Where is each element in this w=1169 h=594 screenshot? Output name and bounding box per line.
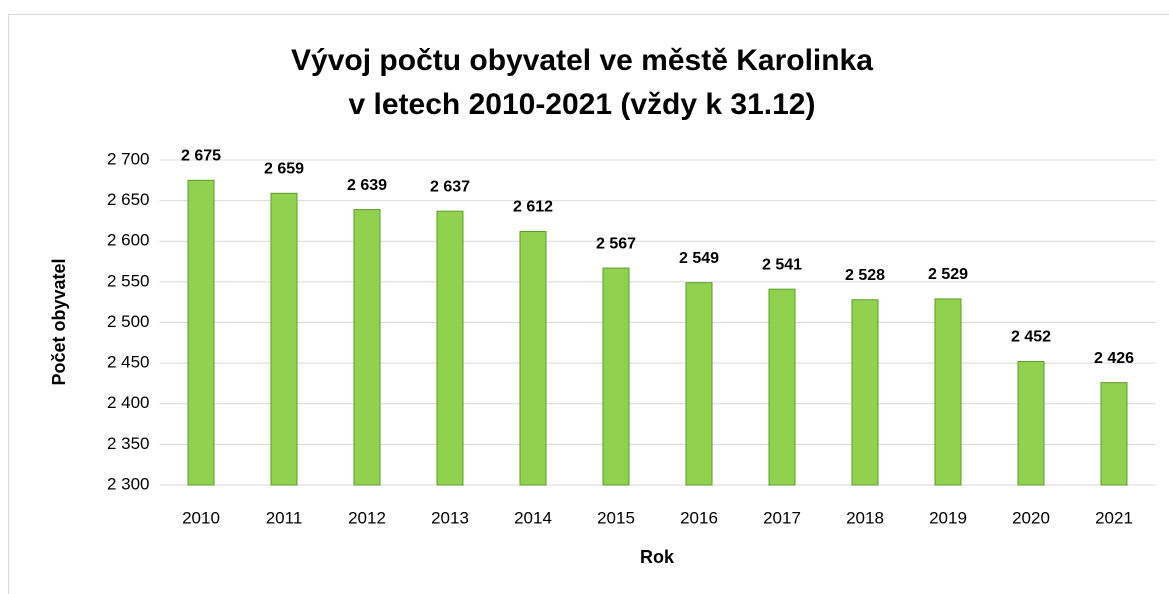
data-label: 2 541 bbox=[762, 256, 802, 273]
y-tick-label: 2 500 bbox=[107, 312, 150, 331]
x-tick-label: 2017 bbox=[763, 508, 801, 527]
data-label: 2 529 bbox=[928, 266, 968, 283]
data-label: 2 426 bbox=[1094, 350, 1134, 367]
x-tick-label: 2012 bbox=[348, 508, 386, 527]
y-tick-label: 2 450 bbox=[107, 353, 150, 372]
x-tick-label: 2010 bbox=[182, 508, 220, 527]
y-tick-label: 2 400 bbox=[107, 393, 150, 412]
y-tick-label: 2 600 bbox=[107, 231, 150, 250]
bar bbox=[436, 210, 464, 486]
data-label: 2 637 bbox=[430, 178, 470, 195]
data-label: 2 549 bbox=[679, 250, 719, 267]
x-tick-label: 2013 bbox=[431, 508, 469, 527]
bar bbox=[1100, 382, 1128, 486]
bar bbox=[768, 288, 796, 486]
chart-frame bbox=[8, 14, 1169, 594]
x-tick-label: 2016 bbox=[680, 508, 718, 527]
x-tick-label: 2020 bbox=[1012, 508, 1050, 527]
bar bbox=[934, 298, 962, 486]
data-label: 2 452 bbox=[1011, 329, 1051, 346]
y-tick-label: 2 300 bbox=[107, 474, 150, 493]
bar bbox=[187, 179, 215, 486]
x-tick-label: 2021 bbox=[1095, 508, 1133, 527]
data-label: 2 567 bbox=[596, 235, 636, 252]
data-label: 2 675 bbox=[181, 148, 221, 165]
x-axis-title: Rok bbox=[640, 547, 675, 567]
x-tick-label: 2019 bbox=[929, 508, 967, 527]
y-tick-label: 2 550 bbox=[107, 271, 150, 290]
y-tick-label: 2 350 bbox=[107, 434, 150, 453]
bar bbox=[353, 209, 381, 486]
x-tick-label: 2015 bbox=[597, 508, 635, 527]
data-label: 2 659 bbox=[264, 161, 304, 178]
y-tick-label: 2 700 bbox=[107, 149, 150, 168]
data-label: 2 639 bbox=[347, 177, 387, 194]
bar bbox=[851, 299, 879, 486]
data-label: 2 612 bbox=[513, 199, 553, 216]
bar bbox=[602, 267, 630, 486]
x-tick-label: 2011 bbox=[266, 508, 303, 527]
y-tick-label: 2 650 bbox=[107, 190, 150, 209]
data-label: 2 528 bbox=[845, 267, 885, 284]
x-tick-label: 2014 bbox=[514, 508, 552, 527]
bar bbox=[519, 231, 547, 486]
bar bbox=[685, 282, 713, 486]
chart-title: v letech 2010-2021 (vždy k 31.12) bbox=[349, 88, 816, 121]
chart-title: Vývoj počtu obyvatel ve městě Karolinka bbox=[291, 44, 873, 77]
x-tick-label: 2018 bbox=[846, 508, 884, 527]
bar bbox=[1017, 361, 1045, 486]
bar bbox=[270, 192, 298, 486]
y-axis-title: Počet obyvatel bbox=[49, 258, 69, 385]
